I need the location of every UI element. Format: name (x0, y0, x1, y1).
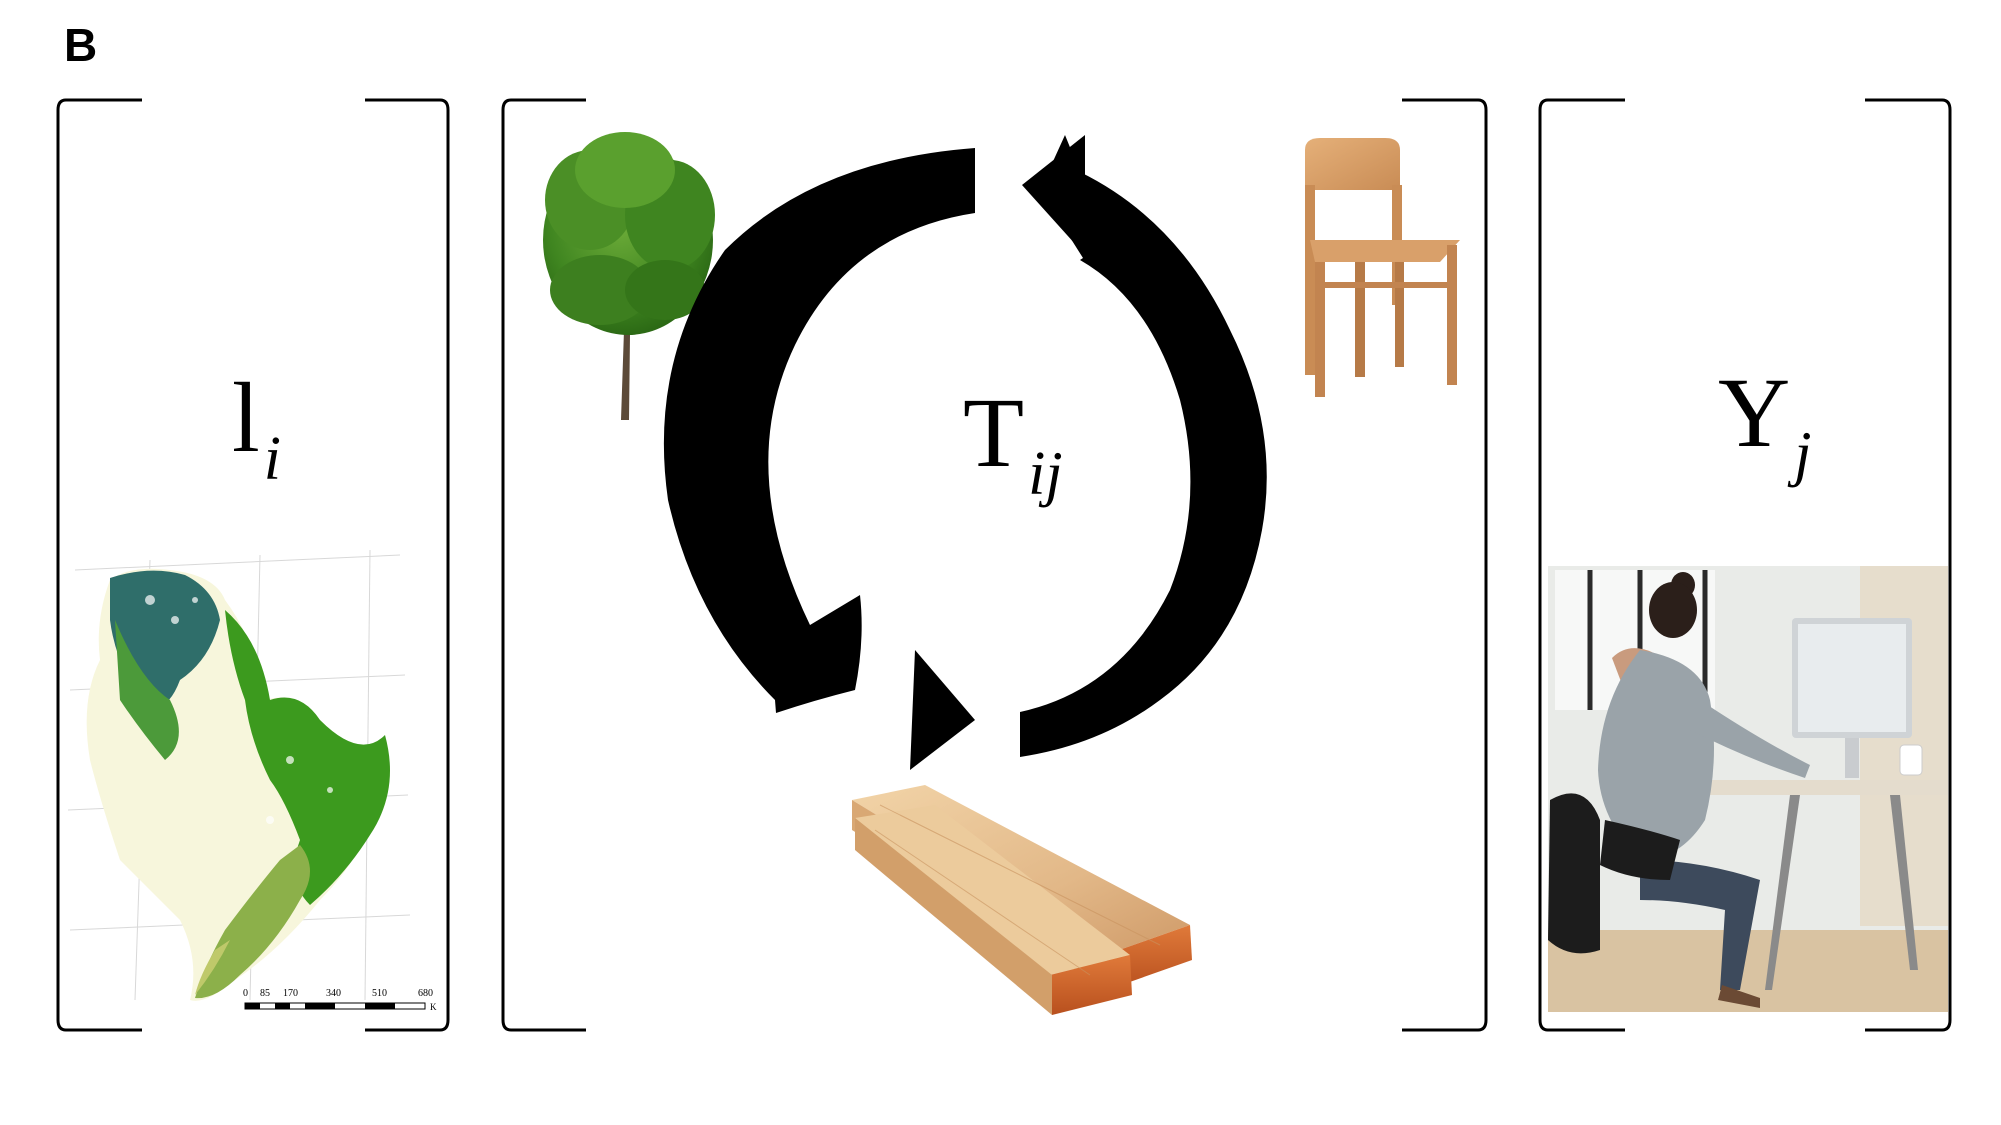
tree-icon (543, 132, 715, 420)
bracket-right-yj (1538, 98, 1952, 1032)
symbol-l-i: li (232, 360, 281, 493)
symbol-l-main: l (232, 362, 260, 473)
panel-label: B (64, 19, 98, 71)
scale-tick-3: 340 (326, 988, 341, 999)
forest-map: 0 85 170 340 510 680 K (67, 549, 437, 1012)
scale-tick-1: 85 (260, 988, 270, 999)
bracket-left-li (56, 98, 450, 1032)
symbol-y-main: Y (1718, 357, 1791, 468)
office-worker-photo (1548, 566, 1948, 1012)
symbol-l-subscript: i (263, 424, 282, 493)
scale-tick-0: 0 (243, 988, 248, 999)
lumber-icon (852, 785, 1192, 1015)
symbol-y-subscript: j (1794, 419, 1812, 488)
symbol-t-ij: Tij (963, 375, 1063, 508)
symbol-t-main: T (963, 377, 1025, 488)
scale-unit: K (430, 1002, 437, 1012)
scale-tick-2: 170 (283, 988, 298, 999)
symbol-t-subscript: ij (1028, 439, 1063, 508)
scale-tick-5: 680 (418, 988, 433, 999)
bracket-middle-tij (501, 98, 1488, 1032)
scale-tick-4: 510 (372, 988, 387, 999)
cycle-arrows (663, 135, 1267, 770)
chair-icon (1305, 138, 1460, 397)
map-scale-bar: 0 85 170 340 510 680 K (243, 988, 437, 1012)
symbol-y-j: Yj (1718, 355, 1811, 488)
